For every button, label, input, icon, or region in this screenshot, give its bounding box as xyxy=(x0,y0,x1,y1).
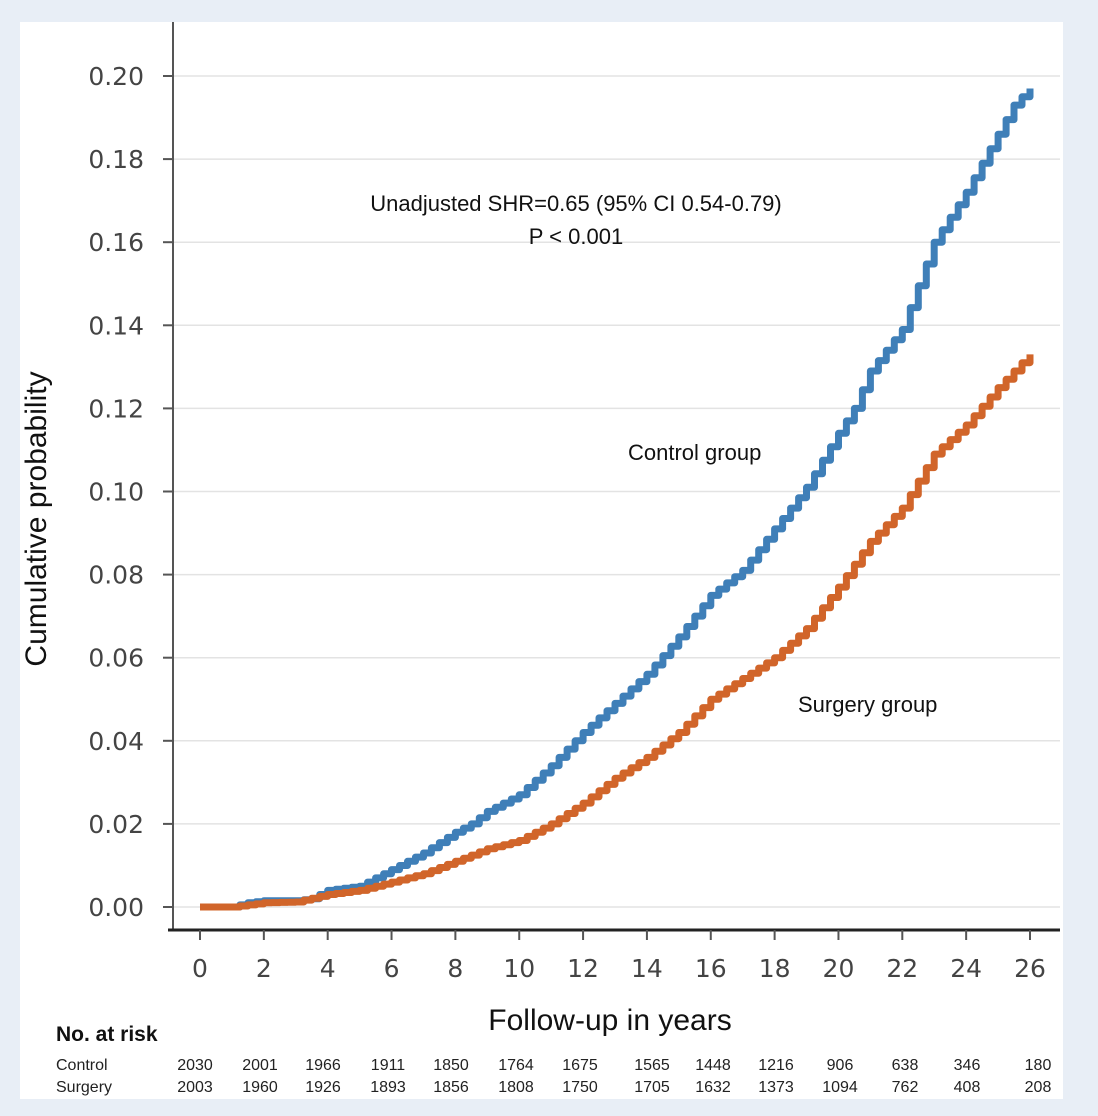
x-tick-label-6: 12 xyxy=(567,954,599,983)
risk-cell-control-3: 1911 xyxy=(371,1057,406,1074)
risk-cell-control-6: 1675 xyxy=(562,1057,598,1074)
risk-cell-control-9: 1216 xyxy=(758,1057,794,1074)
y-tick-label-3: 0.06 xyxy=(88,644,144,673)
risk-cell-surgery-11: 762 xyxy=(892,1079,919,1096)
risk-cell-control-2: 1966 xyxy=(305,1057,341,1074)
x-tick-label-7: 14 xyxy=(631,954,663,983)
risk-cell-control-10: 906 xyxy=(827,1057,854,1074)
y-tick-label-6: 0.12 xyxy=(88,394,144,423)
x-tick-label-5: 10 xyxy=(503,954,535,983)
x-tick-label-13: 26 xyxy=(1014,954,1046,983)
risk-cell-surgery-5: 1808 xyxy=(498,1079,534,1096)
y-tick-label-0: 0.00 xyxy=(88,893,144,922)
x-tick-label-10: 20 xyxy=(823,954,855,983)
risk-cell-surgery-12: 408 xyxy=(954,1079,981,1096)
risk-cell-surgery-0: 2003 xyxy=(177,1079,213,1096)
x-tick-label-8: 16 xyxy=(695,954,727,983)
control-group-label: Control group xyxy=(628,440,761,465)
risk-cell-surgery-13: 208 xyxy=(1025,1079,1052,1096)
risk-cell-control-7: 1565 xyxy=(634,1057,670,1074)
series-layer xyxy=(200,88,1034,911)
surgery-group-line xyxy=(200,354,1034,911)
risk-cell-surgery-4: 1856 xyxy=(433,1079,469,1096)
x-tick-label-2: 4 xyxy=(320,954,336,983)
risk-cell-control-8: 1448 xyxy=(695,1057,731,1074)
x-tick-label-11: 22 xyxy=(886,954,918,983)
risk-cell-surgery-1: 1960 xyxy=(242,1079,278,1096)
risk-row-label-surgery: Surgery xyxy=(56,1079,112,1096)
risk-cell-control-4: 1850 xyxy=(433,1057,469,1074)
risk-cell-surgery-2: 1926 xyxy=(305,1079,341,1096)
risk-cell-surgery-10: 1094 xyxy=(822,1079,858,1096)
y-tick-label-2: 0.04 xyxy=(88,727,144,756)
chart-svg: 0.00 0.02 0.04 0.06 0.08 0.10 0.12 0.14 0.16 0.18… xyxy=(20,22,1060,1096)
y-tick-label-9: 0.18 xyxy=(88,145,144,174)
risk-cell-surgery-6: 1750 xyxy=(562,1079,598,1096)
risk-cell-control-13: 180 xyxy=(1025,1057,1052,1074)
y-tick-label-4: 0.08 xyxy=(88,561,144,590)
axis-layer: 0.00 0.02 0.04 0.06 0.08 0.10 0.12 0.14 0.16 0.18… xyxy=(88,22,1060,983)
risk-cell-surgery-8: 1632 xyxy=(695,1079,731,1096)
risk-cell-control-12: 346 xyxy=(954,1057,981,1074)
x-tick-label-9: 18 xyxy=(759,954,791,983)
risk-cell-control-11: 638 xyxy=(892,1057,919,1074)
x-tick-label-3: 6 xyxy=(384,954,400,983)
y-tick-label-8: 0.16 xyxy=(88,228,144,257)
surgery-group-label: Surgery group xyxy=(798,692,937,717)
x-tick-label-4: 8 xyxy=(447,954,463,983)
grid-layer xyxy=(173,75,1060,908)
risk-cell-control-1: 2001 xyxy=(242,1057,278,1074)
x-axis-title: Follow-up in years xyxy=(488,1004,731,1037)
risk-table: 2030 2001 1966 1911 1850 1764 1675 1565 1448 1216… xyxy=(177,1057,1051,1096)
y-tick-label-10: 0.20 xyxy=(88,62,144,91)
y-axis-title: Cumulative probability xyxy=(20,371,53,666)
y-tick-label-7: 0.14 xyxy=(88,311,144,340)
p-value-annotation: P < 0.001 xyxy=(529,224,623,249)
x-tick-label-0: 0 xyxy=(192,954,208,983)
shr-annotation: Unadjusted SHR=0.65 (95% CI 0.54-0.79) xyxy=(370,191,782,216)
risk-row-label-control: Control xyxy=(56,1057,108,1074)
y-tick-label-1: 0.02 xyxy=(88,810,144,839)
chart-frame: 0.00 0.02 0.04 0.06 0.08 0.10 0.12 0.14 0.16 0.18… xyxy=(20,22,1063,1099)
y-tick-label-5: 0.10 xyxy=(88,478,144,507)
risk-table-title: No. at risk xyxy=(56,1023,158,1046)
text-layer: Unadjusted SHR=0.65 (95% CI 0.54-0.79) P… xyxy=(20,191,937,1096)
risk-cell-control-0: 2030 xyxy=(177,1057,213,1074)
risk-cell-surgery-7: 1705 xyxy=(634,1079,670,1096)
x-tick-label-12: 24 xyxy=(950,954,982,983)
risk-cell-surgery-3: 1893 xyxy=(370,1079,406,1096)
risk-cell-surgery-9: 1373 xyxy=(758,1079,794,1096)
risk-cell-control-5: 1764 xyxy=(498,1057,534,1074)
x-tick-label-1: 2 xyxy=(256,954,272,983)
